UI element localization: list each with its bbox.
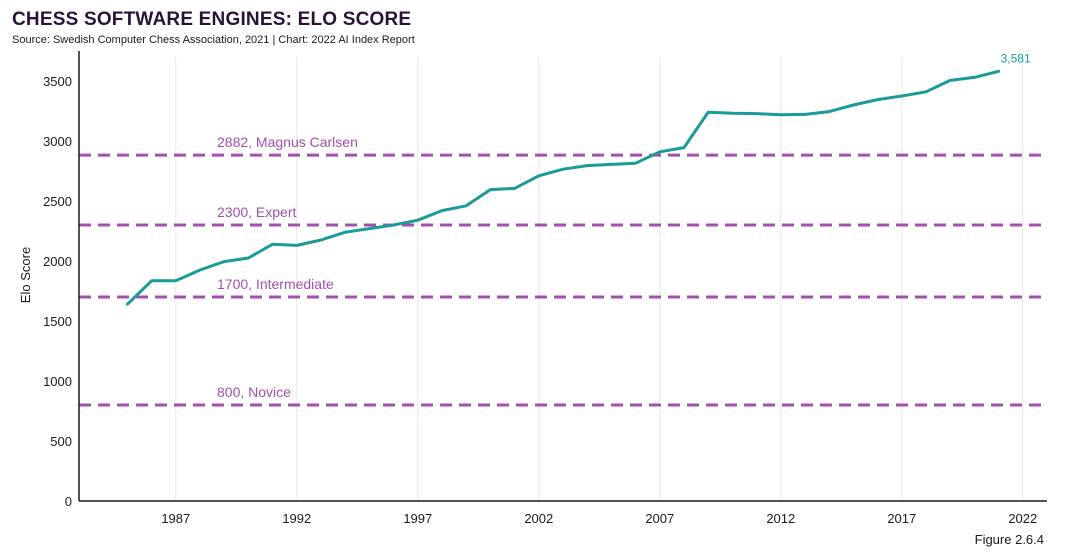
x-tick-label: 1987 xyxy=(161,511,190,526)
data-point xyxy=(199,269,202,272)
x-tick-label: 2022 xyxy=(1008,511,1037,526)
reference-line-label: 2882, Magnus Carlsen xyxy=(217,134,358,150)
series-layer xyxy=(125,69,1001,306)
vertical-grid xyxy=(175,57,1024,501)
end-value-label: 3,581 xyxy=(1001,51,1031,65)
y-tick-label: 500 xyxy=(50,434,72,449)
x-tick-label: 1997 xyxy=(403,511,432,526)
axes xyxy=(78,51,1047,502)
data-point xyxy=(997,70,1000,73)
x-tick-label: 2002 xyxy=(524,511,553,526)
data-point xyxy=(223,260,226,263)
data-point xyxy=(271,243,274,246)
data-point xyxy=(634,162,637,165)
data-point xyxy=(320,239,323,242)
data-point xyxy=(465,204,468,207)
data-point xyxy=(247,257,250,260)
labels: 1987 1992 1997 2002 2007 2012 2017 2022 0 500 1000… xyxy=(18,51,1037,526)
data-point xyxy=(852,104,855,107)
y-tick-label: 1000 xyxy=(43,374,72,389)
data-point xyxy=(876,98,879,101)
y-tick-label: 3500 xyxy=(43,74,72,89)
reference-line-label: 1700, Intermediate xyxy=(217,276,334,292)
data-point xyxy=(925,90,928,93)
reference-line-label: 800, Novice xyxy=(217,384,291,400)
data-point xyxy=(368,227,371,230)
reference-lines xyxy=(79,153,1047,407)
data-point xyxy=(973,76,976,79)
x-tick-label: 2007 xyxy=(645,511,674,526)
data-point xyxy=(683,146,686,149)
chart-subtitle: Source: Swedish Computer Chess Associati… xyxy=(12,34,415,46)
chart-title: CHESS SOFTWARE ENGINES: ELO SCORE xyxy=(12,9,412,30)
data-point xyxy=(441,209,444,212)
data-point xyxy=(126,303,129,306)
y-tick-label: 0 xyxy=(65,494,72,509)
figure-label: Figure 2.6.4 xyxy=(974,532,1044,547)
data-point xyxy=(731,112,734,115)
y-tick-label: 1500 xyxy=(43,314,72,329)
data-point xyxy=(344,231,347,234)
data-point xyxy=(900,95,903,98)
data-point xyxy=(779,113,782,116)
data-point xyxy=(707,111,710,114)
data-point xyxy=(610,163,613,166)
y-tick-label: 3000 xyxy=(43,134,72,149)
y-axis-title: Elo Score xyxy=(18,247,33,303)
data-point xyxy=(537,174,540,177)
data-point xyxy=(949,79,952,82)
data-point xyxy=(416,219,419,222)
data-point xyxy=(562,168,565,171)
x-tick-label: 1992 xyxy=(282,511,311,526)
y-tick-label: 2500 xyxy=(43,194,72,209)
data-point xyxy=(586,164,589,167)
data-point xyxy=(658,150,661,153)
data-point xyxy=(150,279,153,282)
y-tick-label: 2000 xyxy=(43,254,72,269)
data-point xyxy=(755,112,758,115)
data-point xyxy=(513,187,516,190)
reference-line-label: 2300, Expert xyxy=(217,204,296,220)
data-point xyxy=(489,188,492,191)
data-point xyxy=(828,110,831,113)
data-point xyxy=(174,279,177,282)
x-tick-label: 2017 xyxy=(887,511,916,526)
data-point xyxy=(804,113,807,116)
x-tick-label: 2012 xyxy=(766,511,795,526)
data-point xyxy=(392,224,395,227)
data-point xyxy=(295,244,298,247)
elo-series-line xyxy=(125,69,1001,306)
